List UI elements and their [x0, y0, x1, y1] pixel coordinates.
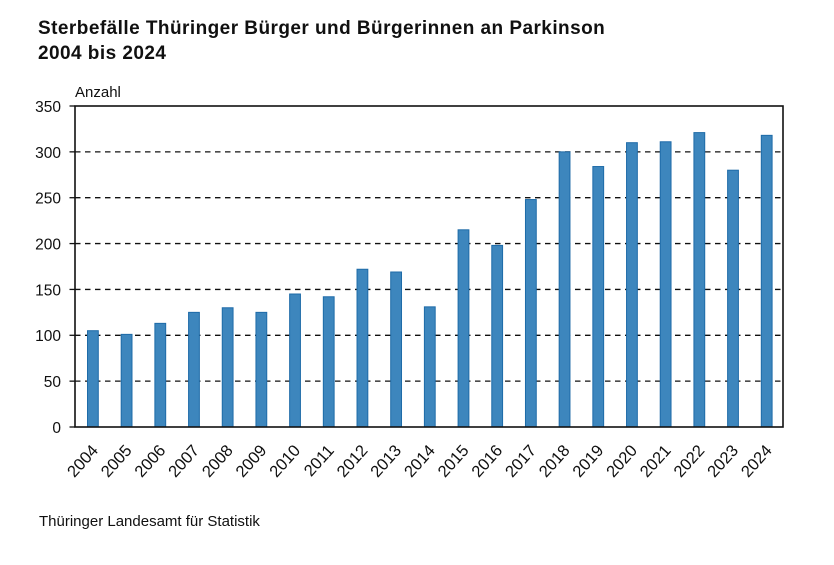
- svg-text:2014: 2014: [401, 442, 439, 481]
- svg-text:2021: 2021: [637, 442, 675, 481]
- svg-text:2016: 2016: [468, 442, 506, 481]
- svg-text:2009: 2009: [232, 442, 270, 481]
- svg-text:2017: 2017: [502, 442, 540, 481]
- svg-text:100: 100: [35, 328, 61, 345]
- svg-text:2008: 2008: [199, 442, 237, 481]
- svg-text:350: 350: [35, 99, 61, 116]
- svg-text:2022: 2022: [670, 442, 708, 481]
- svg-text:200: 200: [35, 236, 61, 253]
- svg-text:2019: 2019: [569, 442, 607, 481]
- svg-text:2018: 2018: [536, 442, 574, 481]
- svg-text:2024: 2024: [738, 442, 776, 481]
- svg-text:0: 0: [52, 420, 61, 437]
- svg-text:2015: 2015: [435, 442, 473, 481]
- svg-text:2007: 2007: [165, 442, 203, 481]
- svg-text:250: 250: [35, 191, 61, 208]
- svg-text:2005: 2005: [98, 442, 136, 481]
- svg-text:300: 300: [35, 145, 61, 162]
- svg-text:2010: 2010: [266, 442, 304, 481]
- svg-text:Anzahl: Anzahl: [75, 84, 121, 101]
- svg-text:2012: 2012: [334, 442, 372, 481]
- svg-text:2020: 2020: [603, 442, 641, 481]
- svg-text:2011: 2011: [301, 442, 338, 480]
- svg-text:2023: 2023: [704, 442, 742, 481]
- svg-text:150: 150: [35, 282, 61, 299]
- svg-text:2004: 2004: [64, 442, 102, 481]
- svg-text:2006: 2006: [131, 442, 169, 481]
- svg-text:2013: 2013: [367, 442, 405, 481]
- svg-text:50: 50: [44, 374, 62, 391]
